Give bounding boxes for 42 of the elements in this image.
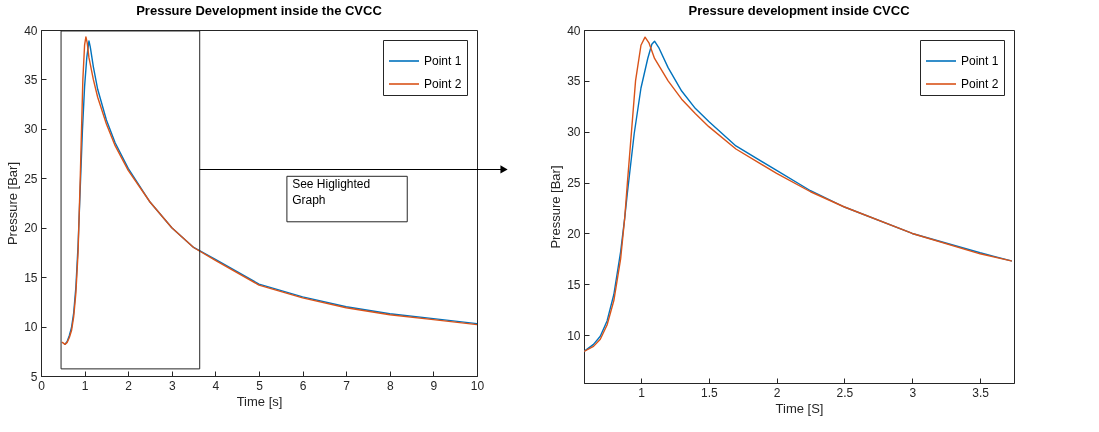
x-tick-label: 0	[38, 378, 46, 393]
y-tick-label: 15	[24, 270, 38, 285]
y-tick-label: 20	[24, 221, 38, 236]
y-tick-label: 30	[567, 125, 581, 140]
x-tick-label: 2.5	[836, 385, 854, 400]
chart-title: Pressure Development inside the CVCC	[136, 3, 383, 18]
x-tick-label: 10	[470, 378, 485, 393]
legend-label: Point 1	[961, 54, 999, 68]
x-tick-label: 1	[638, 385, 646, 400]
x-tick-label: 5	[256, 378, 264, 393]
y-tick-label: 10	[567, 328, 581, 343]
x-tick-label: 3	[909, 385, 917, 400]
chart-title: Pressure development inside CVCC	[688, 3, 911, 18]
x-tick-label: 2	[125, 378, 133, 393]
y-tick-label: 30	[24, 122, 38, 137]
y-tick-label: 40	[24, 23, 38, 38]
x-tick-label: 8	[386, 378, 394, 393]
legend-label: Point 2	[424, 77, 462, 91]
x-tick-label: 4	[212, 378, 220, 393]
y-axis-title: Pressure [Bar]	[5, 161, 21, 246]
x-tick-label: 1.5	[700, 385, 718, 400]
x-tick-label: 9	[430, 378, 438, 393]
legend-label: Point 1	[424, 54, 462, 68]
y-tick-label: 35	[567, 74, 581, 89]
y-tick-label: 25	[567, 176, 581, 191]
annotation: See Higlighted Graph	[292, 177, 371, 208]
x-tick-label: 3.5	[972, 385, 990, 400]
y-tick-label: 35	[24, 72, 38, 87]
y-tick-label: 40	[567, 23, 581, 38]
legend-label: Point 2	[961, 77, 999, 91]
y-tick-label: 15	[567, 277, 581, 292]
y-tick-label: 10	[24, 320, 38, 335]
y-tick-label: 25	[24, 171, 38, 186]
x-tick-label: 7	[343, 378, 351, 393]
x-tick-label: 1	[81, 378, 89, 393]
y-axis-title: Pressure [Bar]	[548, 165, 564, 249]
x-axis-title: Time [s]	[236, 393, 283, 409]
x-tick-label: 3	[168, 378, 176, 393]
y-tick-label: 20	[567, 226, 581, 241]
x-tick-label: 2	[773, 385, 781, 400]
x-axis-title: Time [S]	[775, 400, 824, 416]
x-tick-label: 6	[299, 378, 307, 393]
